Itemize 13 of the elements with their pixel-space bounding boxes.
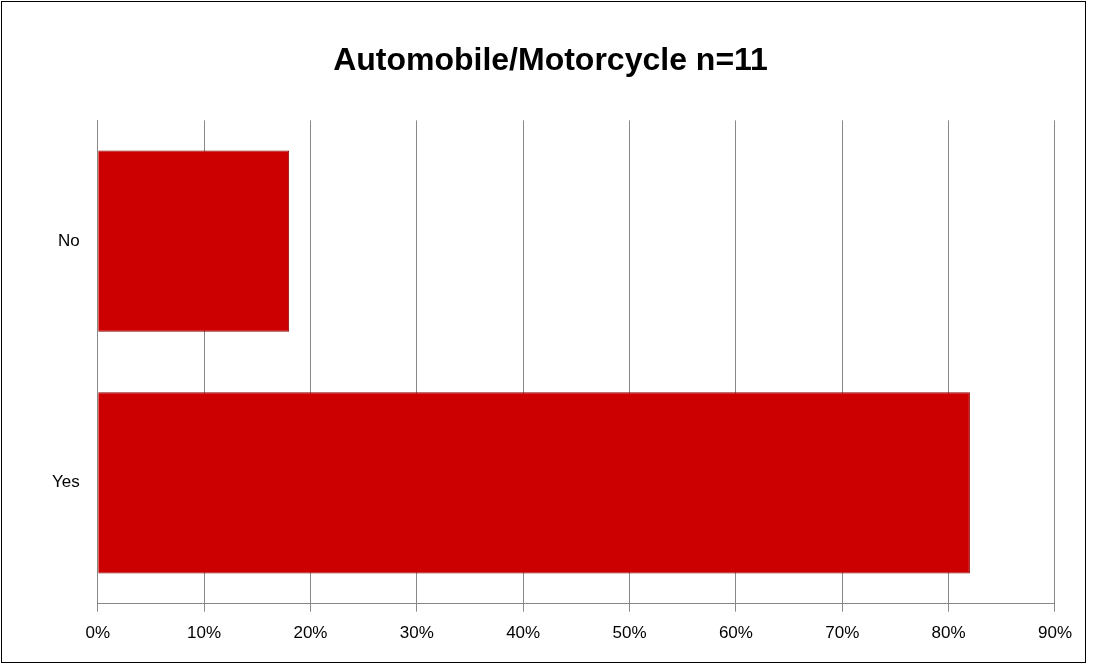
x-tick-label: 10%	[187, 623, 222, 643]
x-tick-label: 80%	[931, 623, 966, 643]
x-tick-label: 50%	[612, 623, 647, 643]
x-tick-label: 90%	[1037, 623, 1072, 643]
x-tick-label: 20%	[293, 623, 328, 643]
x-tick-label: 30%	[399, 623, 434, 643]
chart-title: Automobile/Motorcycle n=11	[333, 41, 768, 78]
x-tick-label: 0%	[85, 623, 111, 643]
y-tick-label: Yes	[52, 472, 80, 492]
x-tick-label: 70%	[825, 623, 860, 643]
y-tick-label: No	[58, 230, 80, 250]
x-tick-label: 40%	[506, 623, 541, 643]
x-tick-label: 60%	[718, 623, 753, 643]
